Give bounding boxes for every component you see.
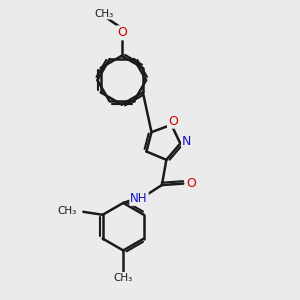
Text: O: O bbox=[186, 177, 196, 190]
Text: CH₃: CH₃ bbox=[58, 206, 77, 216]
Text: CH₃: CH₃ bbox=[114, 273, 133, 283]
Text: N: N bbox=[182, 136, 191, 148]
Text: NH: NH bbox=[130, 192, 148, 205]
Text: O: O bbox=[117, 26, 127, 39]
Text: O: O bbox=[168, 115, 178, 128]
Text: CH₃: CH₃ bbox=[94, 9, 114, 19]
